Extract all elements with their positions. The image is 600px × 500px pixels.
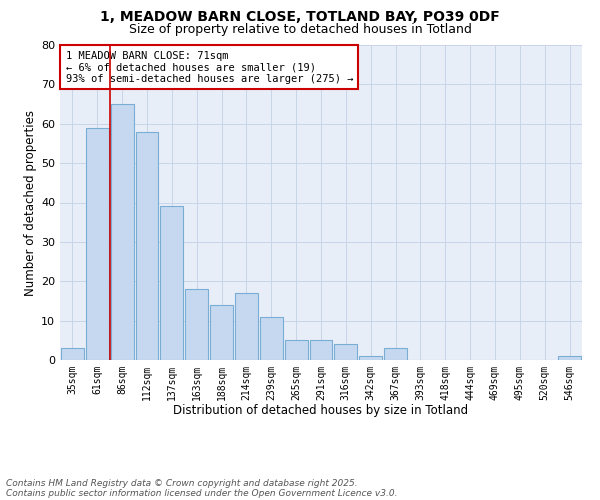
Bar (285, 340, 308, 360)
Bar (384, 348, 407, 360)
Bar (558, 356, 581, 360)
Bar (359, 356, 382, 360)
Bar (160, 206, 183, 360)
X-axis label: Distribution of detached houses by size in Totland: Distribution of detached houses by size … (173, 404, 469, 417)
Bar (185, 289, 208, 360)
Bar (235, 293, 258, 360)
Bar (310, 340, 332, 360)
Text: 1, MEADOW BARN CLOSE, TOTLAND BAY, PO39 0DF: 1, MEADOW BARN CLOSE, TOTLAND BAY, PO39 … (100, 10, 500, 24)
Bar (260, 316, 283, 360)
Text: Size of property relative to detached houses in Totland: Size of property relative to detached ho… (128, 22, 472, 36)
Bar (61, 348, 84, 360)
Text: Contains public sector information licensed under the Open Government Licence v3: Contains public sector information licen… (6, 488, 398, 498)
Bar (111, 104, 134, 360)
Text: Contains HM Land Registry data © Crown copyright and database right 2025.: Contains HM Land Registry data © Crown c… (6, 478, 358, 488)
Y-axis label: Number of detached properties: Number of detached properties (24, 110, 37, 296)
Bar (136, 132, 158, 360)
Text: 1 MEADOW BARN CLOSE: 71sqm
← 6% of detached houses are smaller (19)
93% of semi-: 1 MEADOW BARN CLOSE: 71sqm ← 6% of detac… (65, 50, 353, 84)
Bar (86, 128, 109, 360)
Bar (334, 344, 357, 360)
Bar (210, 305, 233, 360)
